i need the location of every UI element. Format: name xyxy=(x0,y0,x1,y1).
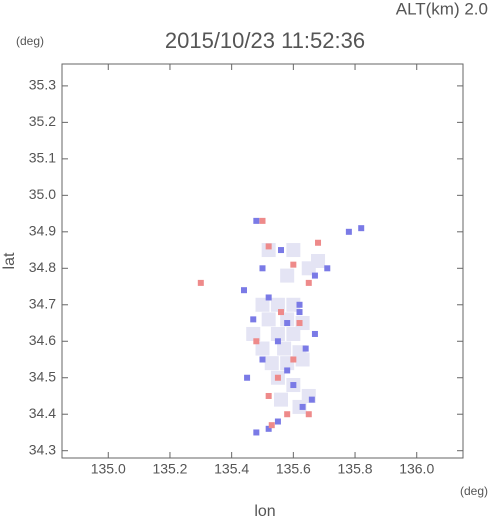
y-tick-label: 35.0 xyxy=(29,186,56,202)
data-cell xyxy=(286,326,301,341)
data-cell xyxy=(265,294,272,301)
data-cell xyxy=(244,374,251,381)
data-cell xyxy=(255,297,270,312)
data-cell xyxy=(265,243,272,250)
y-tick-label: 35.3 xyxy=(29,77,56,93)
data-cell xyxy=(197,279,204,286)
data-cell xyxy=(290,261,297,268)
plot-frame xyxy=(61,63,464,459)
data-cell xyxy=(253,338,260,345)
y-tick-label: 34.3 xyxy=(29,441,56,457)
y-tick-label: 34.5 xyxy=(29,368,56,384)
data-cell xyxy=(295,352,310,367)
data-cell xyxy=(250,316,257,323)
data-cell xyxy=(265,392,272,399)
x-unit: (deg) xyxy=(460,484,488,498)
x-tick-label: 135.8 xyxy=(338,461,373,477)
data-cell xyxy=(259,265,266,272)
data-cell xyxy=(299,403,306,410)
data-cell xyxy=(261,312,276,327)
x-tick-label: 135.0 xyxy=(91,461,126,477)
data-cell xyxy=(259,356,266,363)
data-cell xyxy=(315,239,322,246)
data-cell xyxy=(265,425,272,432)
data-cell xyxy=(274,418,281,425)
data-cell xyxy=(292,399,307,414)
y-tick-label: 34.8 xyxy=(29,259,56,275)
y-tick-label: 34.7 xyxy=(29,295,56,311)
y-tick-label: 34.9 xyxy=(29,223,56,239)
y-axis-label: lat xyxy=(1,252,18,269)
data-cell xyxy=(246,326,261,341)
data-cell xyxy=(301,261,316,276)
data-cell xyxy=(274,392,289,407)
data-cell xyxy=(345,228,352,235)
data-cell xyxy=(255,341,270,356)
data-cell xyxy=(284,411,291,418)
data-cell xyxy=(268,422,275,429)
x-axis-label: lon xyxy=(254,503,275,520)
data-cell xyxy=(278,309,285,316)
data-cell xyxy=(296,320,303,327)
data-cell xyxy=(311,330,318,337)
data-cell xyxy=(284,367,291,374)
y-unit: (deg) xyxy=(16,34,44,48)
data-cell xyxy=(286,297,301,312)
data-cell xyxy=(286,243,301,258)
data-cell xyxy=(295,316,310,331)
data-cell xyxy=(296,309,303,316)
data-cell xyxy=(278,247,285,254)
x-tick-label: 135.6 xyxy=(276,461,311,477)
data-cell xyxy=(274,374,281,381)
data-cell xyxy=(308,396,315,403)
x-tick-label: 136.0 xyxy=(399,461,434,477)
data-cell xyxy=(240,287,247,294)
data-cell xyxy=(270,326,285,341)
data-cell xyxy=(284,320,291,327)
data-cell xyxy=(270,297,285,312)
data-cell xyxy=(305,411,312,418)
data-cell xyxy=(274,338,281,345)
data-cell xyxy=(259,217,266,224)
data-cell xyxy=(311,272,318,279)
data-cell xyxy=(277,341,292,356)
chart-title: 2015/10/23 11:52:36 xyxy=(165,28,365,53)
data-cell xyxy=(280,268,295,283)
data-cell xyxy=(324,265,331,272)
y-tick-label: 35.2 xyxy=(29,113,56,129)
y-tick-label: 35.1 xyxy=(29,150,56,166)
data-cell xyxy=(305,279,312,286)
y-tick-label: 34.4 xyxy=(29,405,56,421)
data-cell xyxy=(302,345,309,352)
data-cell xyxy=(358,225,365,232)
data-cell xyxy=(296,301,303,308)
altitude-annotation: ALT(km) 2.0 xyxy=(396,0,488,18)
data-cell xyxy=(253,217,260,224)
data-cell xyxy=(261,243,276,258)
x-tick-label: 135.4 xyxy=(214,461,249,477)
y-tick-label: 34.6 xyxy=(29,332,56,348)
data-cell xyxy=(264,356,279,371)
x-tick-label: 135.2 xyxy=(152,461,187,477)
data-cell xyxy=(290,356,297,363)
data-cell xyxy=(253,429,260,436)
data-cell xyxy=(280,312,295,327)
data-cell xyxy=(290,382,297,389)
